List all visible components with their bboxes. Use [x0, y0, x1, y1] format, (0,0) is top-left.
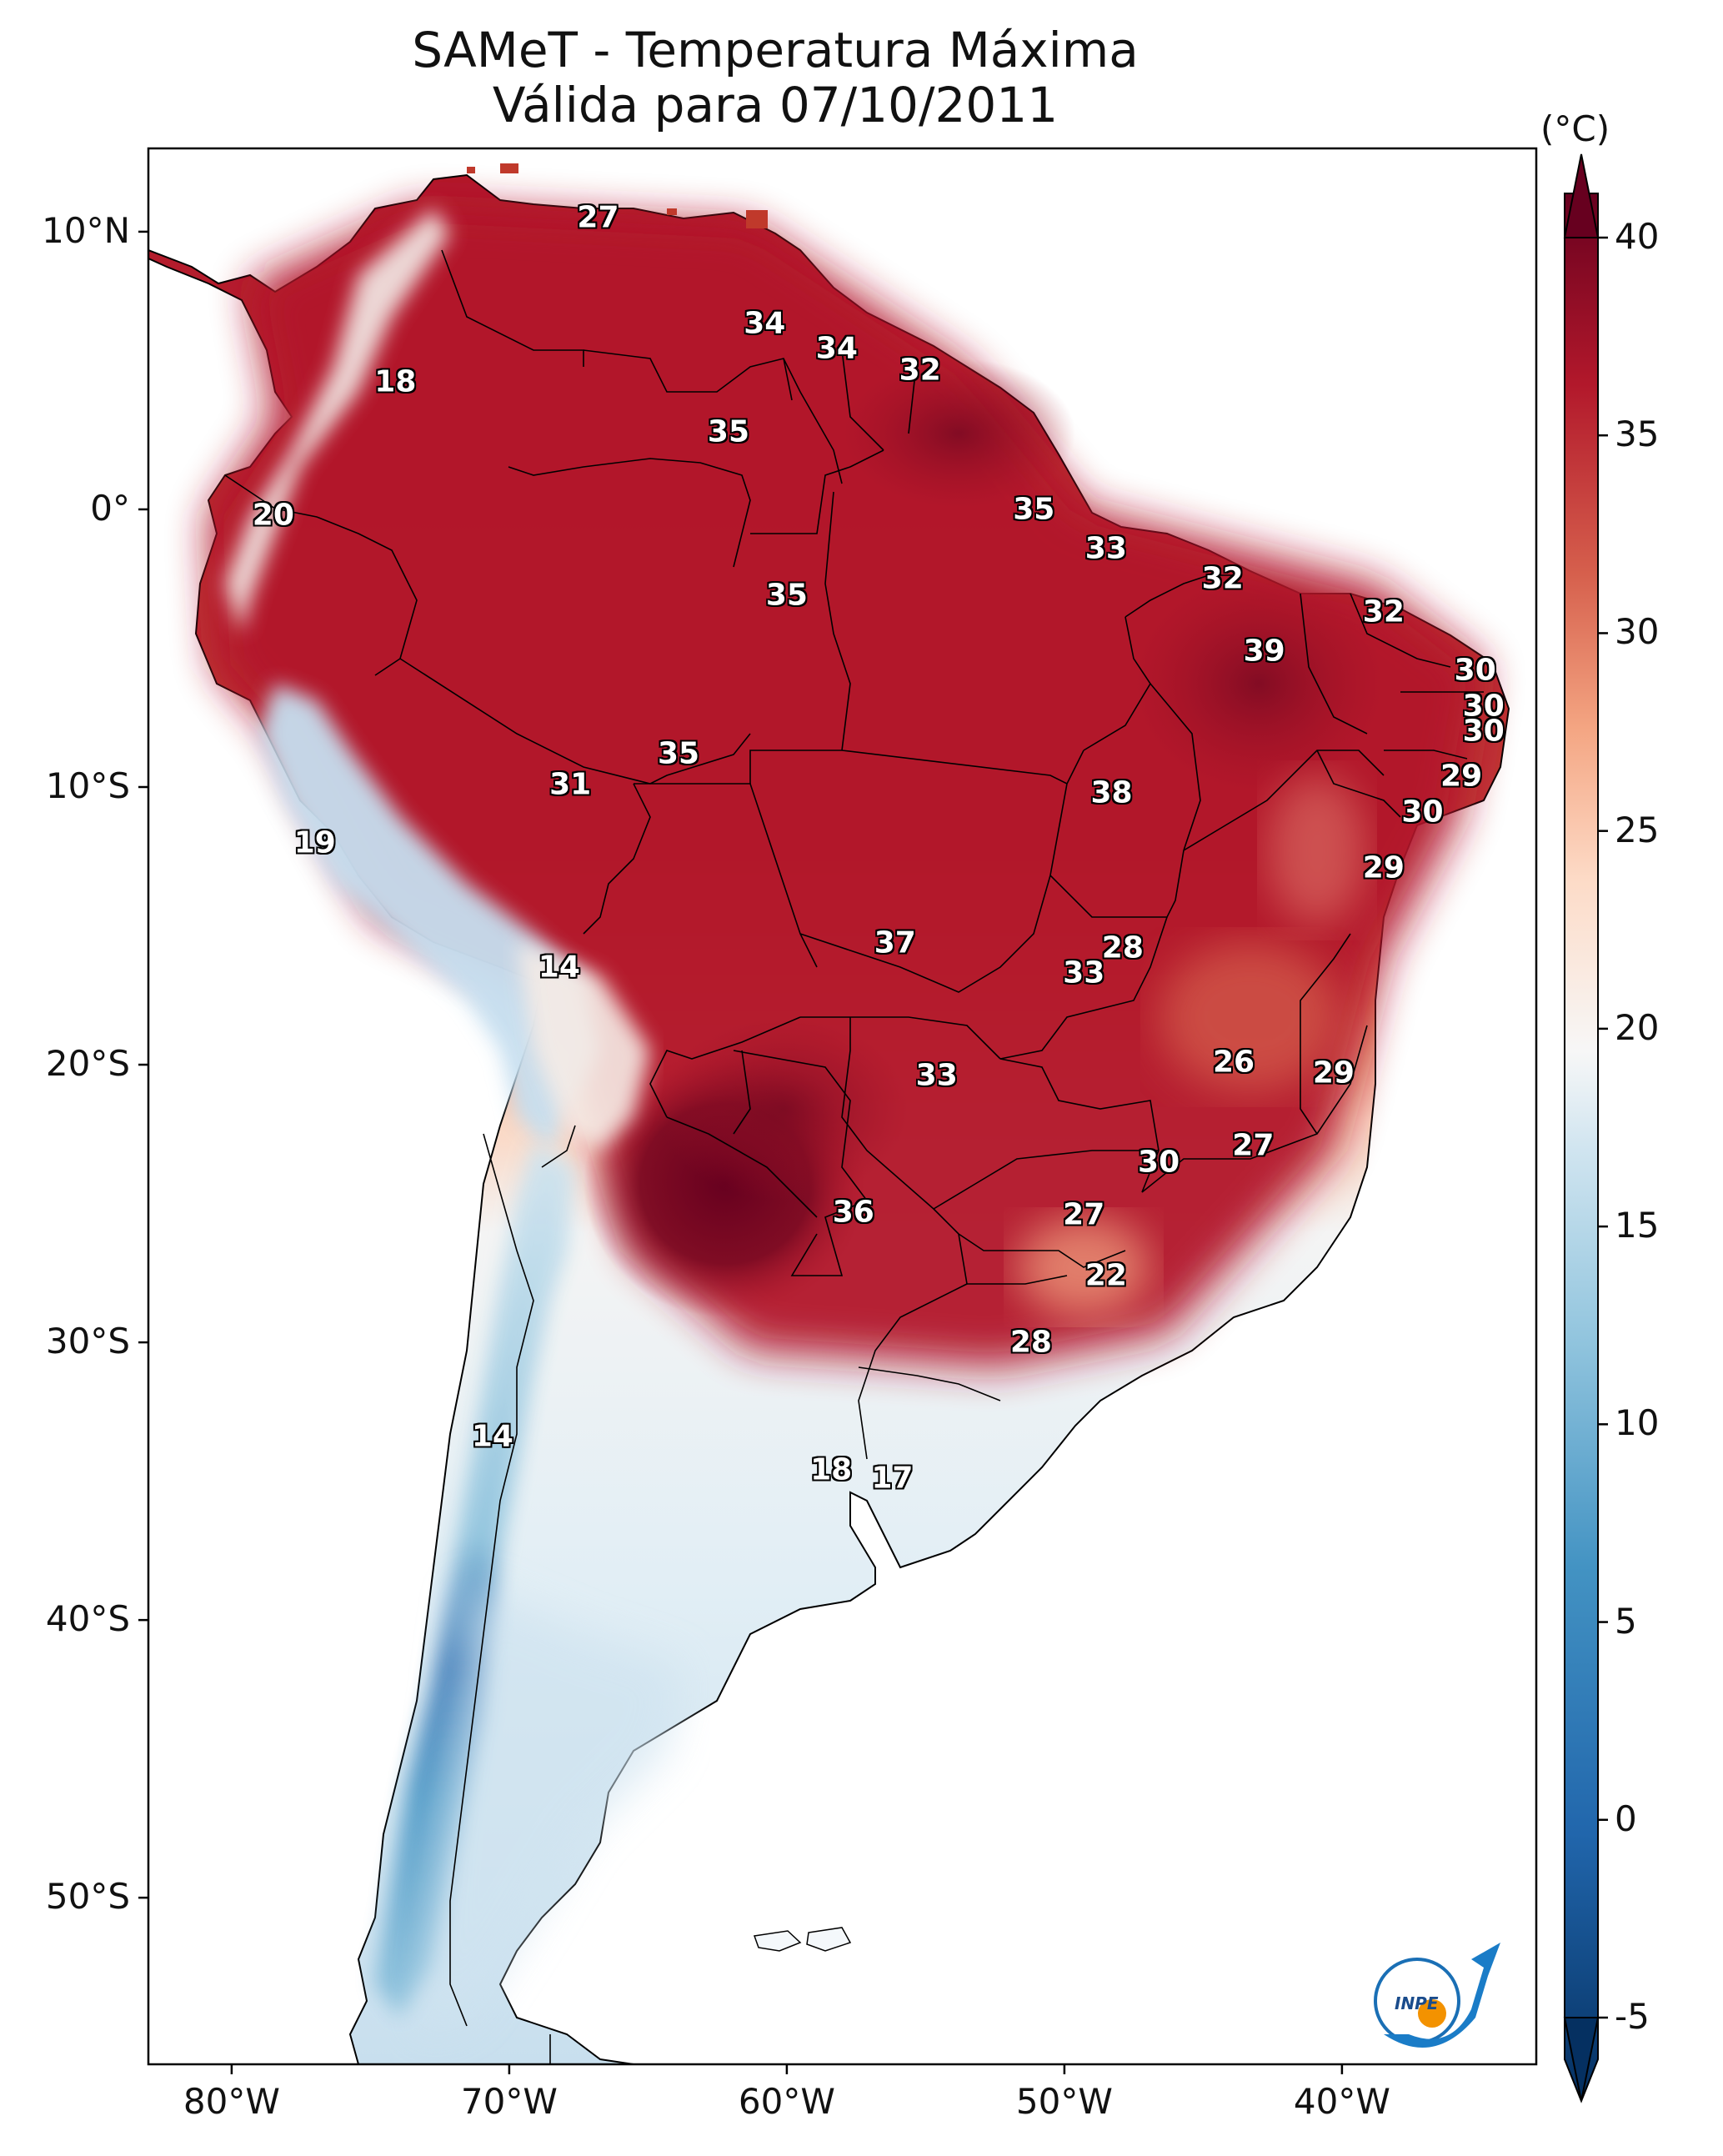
lon-label: 70°W — [460, 2081, 558, 2122]
colorbar-bottom-extend — [1563, 2017, 1600, 2102]
station-temperature-label: 35 — [765, 578, 808, 613]
station-temperature-label: 29 — [1312, 1055, 1355, 1091]
lon-label: 40°W — [1293, 2081, 1390, 2122]
lat-label: 0° — [90, 487, 130, 529]
colorbar-tick-label: 20 — [1615, 1006, 1660, 1048]
station-temperature-label: 36 — [832, 1195, 874, 1230]
colorbar-tick-label: 30 — [1615, 611, 1660, 653]
station-temperature-label: 32 — [1362, 594, 1405, 629]
station-temperature-label: 33 — [915, 1058, 958, 1093]
patagonia-cool — [417, 1584, 684, 2034]
station-temperature-label: 33 — [1063, 955, 1105, 990]
lat-label: 10°S — [45, 765, 130, 806]
station-temperature-label: 26 — [1212, 1045, 1255, 1080]
lat-label: 10°N — [42, 209, 130, 251]
lat-label: 30°S — [45, 1321, 130, 1362]
station-temperature-label: 19 — [293, 825, 336, 860]
hotspot-pantanal — [659, 1017, 909, 1201]
cool-highlands-ba — [1267, 775, 1367, 925]
station-temperature-label: 18 — [810, 1452, 853, 1487]
station-temperature-label: 29 — [1440, 759, 1483, 794]
title-line-1: SAMeT - Temperatura Máxima — [412, 22, 1139, 78]
station-temperature-label: 28 — [1101, 930, 1144, 965]
station-temperature-label: 30 — [1454, 653, 1496, 688]
logo-arrow-icon — [1384, 1943, 1500, 2048]
station-temperature-label: 35 — [707, 414, 750, 449]
station-temperature-label: 20 — [252, 498, 294, 533]
station-temperature-label: 29 — [1362, 850, 1405, 885]
station-temperature-label: 14 — [538, 950, 580, 985]
title-line-2: Válida para 07/10/2011 — [492, 77, 1059, 133]
hotspot-piaui — [1134, 575, 1384, 792]
warm-interior — [208, 208, 1484, 1367]
lat-label: 50°S — [45, 1876, 130, 1918]
station-temperature-label: 34 — [815, 331, 858, 366]
colorbar-tick-label: 0 — [1615, 1798, 1637, 1839]
station-temperature-label: 30 — [1462, 689, 1505, 724]
colorbar-tick-label: 25 — [1615, 809, 1660, 850]
cool-highlands-mg — [1159, 942, 1342, 1092]
logo-text: INPE — [1395, 1993, 1439, 2013]
station-temperature-label: 27 — [1232, 1128, 1275, 1163]
altiplano-cool — [517, 942, 650, 1151]
lon-label: 80°W — [183, 2081, 280, 2122]
station-temperature-label: 27 — [577, 200, 619, 235]
station-temperature-label: 34 — [744, 306, 786, 341]
station-temperature-label: 18 — [374, 364, 417, 399]
colorbar-unit: (°C) — [1540, 108, 1610, 149]
station-temperature-label: 28 — [1009, 1325, 1052, 1360]
station-temperature-label: 31 — [549, 767, 592, 802]
map-axes-frame — [147, 147, 1538, 2066]
colorbar-tick-label: 35 — [1615, 414, 1660, 455]
lon-label: 50°W — [1015, 2081, 1113, 2122]
station-temperature-label: 37 — [874, 925, 916, 960]
colorbar-tick-label: 40 — [1615, 216, 1660, 257]
station-temperature-label: 22 — [1084, 1258, 1127, 1293]
axis-ticks — [138, 230, 1344, 2074]
country-state-borders — [224, 249, 1484, 2064]
colorbar-tick-label: 10 — [1615, 1402, 1660, 1444]
andes-peru-cold — [258, 684, 600, 1151]
caribbean-islands — [467, 163, 768, 228]
station-temperature-label: 35 — [1013, 492, 1055, 527]
lat-label: 20°S — [45, 1043, 130, 1085]
colorbar-body — [1564, 193, 1599, 2103]
falkland-islands — [753, 1927, 852, 1952]
station-temperature-label: 32 — [1201, 561, 1244, 596]
colorbar-top-extend — [1563, 153, 1600, 238]
station-temperature-label: 35 — [657, 736, 700, 771]
station-temperature-label: 30 — [1138, 1145, 1180, 1180]
andes-south-cold — [375, 1142, 575, 2018]
station-temperature-label: 27 — [1063, 1197, 1105, 1232]
lat-label: 40°S — [45, 1598, 130, 1640]
colorbar — [1563, 153, 1608, 2103]
station-temperature-label: 30 — [1401, 795, 1444, 830]
colorbar-tick-label: 5 — [1615, 1600, 1637, 1642]
colorbar-tick-label: -5 — [1615, 1996, 1650, 2037]
station-temperature-label: 32 — [899, 353, 941, 388]
logo-sun-icon — [1418, 1999, 1446, 2028]
station-temperature-label: 38 — [1090, 775, 1133, 810]
station-temperature-label: 14 — [471, 1419, 513, 1454]
lon-label: 60°W — [738, 2081, 835, 2122]
inpe-logo: INPE — [1374, 1943, 1500, 2048]
station-temperature-label: 33 — [1084, 531, 1127, 566]
station-temperature-label: 17 — [871, 1461, 914, 1496]
colorbar-tick-label: 15 — [1615, 1205, 1660, 1246]
station-temperature-label: 30 — [1462, 714, 1505, 749]
station-temperature-label: 39 — [1243, 634, 1285, 669]
andes-north-cold — [225, 208, 450, 634]
hotspot-amapa — [842, 358, 1075, 509]
